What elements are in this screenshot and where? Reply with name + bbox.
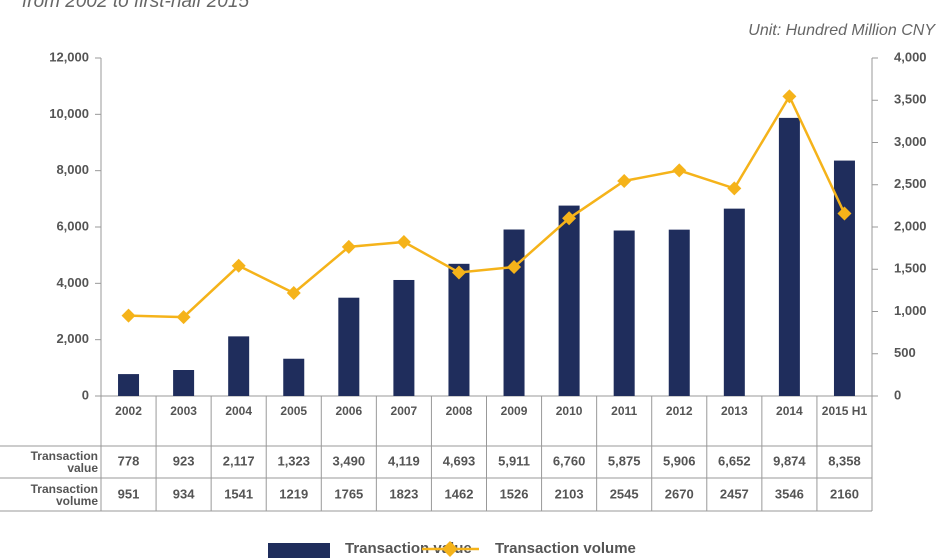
marker bbox=[672, 163, 687, 178]
x-tick-label: 2015 H1 bbox=[821, 404, 868, 418]
y-tick-label: 0 bbox=[82, 387, 89, 402]
y2-tick-label: 3,500 bbox=[894, 92, 927, 107]
marker bbox=[507, 260, 522, 275]
y-tick-label: 10,000 bbox=[49, 106, 89, 121]
bar bbox=[228, 336, 250, 396]
y-tick-label: 4,000 bbox=[56, 275, 89, 290]
marker bbox=[782, 89, 797, 104]
y2-tick-label: 0 bbox=[894, 387, 901, 402]
marker bbox=[286, 285, 301, 300]
table-value: 1526 bbox=[500, 486, 529, 501]
y2-tick-label: 4,000 bbox=[894, 49, 927, 64]
y2-tick-label: 500 bbox=[894, 345, 916, 360]
bar bbox=[613, 230, 635, 396]
legend-marker bbox=[442, 541, 458, 557]
bar bbox=[723, 208, 745, 396]
table-value: 1823 bbox=[389, 486, 418, 501]
table-value: 3,490 bbox=[333, 453, 366, 468]
bar bbox=[118, 374, 140, 396]
table-value: 5,875 bbox=[608, 453, 641, 468]
x-tick-label: 2003 bbox=[170, 404, 197, 418]
marker bbox=[727, 181, 742, 196]
x-tick-label: 2008 bbox=[445, 404, 473, 418]
bar bbox=[833, 160, 855, 396]
x-tick-label: 2007 bbox=[390, 404, 418, 418]
table-value: 3546 bbox=[775, 486, 804, 501]
x-tick-label: 2011 bbox=[611, 404, 638, 418]
x-tick-label: 2010 bbox=[555, 404, 583, 418]
table-value: 5,906 bbox=[663, 453, 696, 468]
x-tick-label: 2014 bbox=[776, 404, 803, 418]
table-value: 9,874 bbox=[773, 453, 806, 468]
y-tick-label: 8,000 bbox=[56, 162, 89, 177]
y2-tick-label: 3,000 bbox=[894, 134, 927, 149]
x-tick-label: 2013 bbox=[720, 404, 748, 418]
marker bbox=[837, 206, 852, 221]
bar bbox=[668, 229, 690, 396]
table-value: 1,323 bbox=[277, 453, 310, 468]
x-tick-label: 2009 bbox=[500, 404, 528, 418]
table-value: 2545 bbox=[610, 486, 639, 501]
bar bbox=[558, 205, 580, 396]
table-value: 1765 bbox=[334, 486, 363, 501]
bar bbox=[283, 358, 305, 396]
subtitle: from 2002 to first-half 2015 bbox=[22, 0, 249, 12]
table-value: 1219 bbox=[279, 486, 308, 501]
table-value: 951 bbox=[118, 486, 140, 501]
table-value: 778 bbox=[118, 453, 140, 468]
y-tick-label: 2,000 bbox=[56, 331, 89, 346]
table-value: 2160 bbox=[830, 486, 859, 501]
bar bbox=[338, 297, 360, 396]
table-value: 6,652 bbox=[718, 453, 751, 468]
row-header: Transaction value bbox=[30, 449, 98, 475]
x-tick-label: 2002 bbox=[115, 404, 142, 418]
y-tick-label: 6,000 bbox=[56, 218, 89, 233]
legend-label: Transaction volume bbox=[495, 540, 636, 557]
table-value: 1541 bbox=[224, 486, 253, 501]
table-value: 4,693 bbox=[443, 453, 476, 468]
legend-label: Transaction value bbox=[345, 540, 472, 557]
bar bbox=[503, 229, 525, 396]
y2-tick-label: 2,500 bbox=[894, 176, 927, 191]
row-header: Transaction volume bbox=[30, 482, 98, 508]
bar bbox=[778, 117, 800, 397]
table-value: 2103 bbox=[555, 486, 584, 501]
x-tick-label: 2004 bbox=[225, 404, 253, 418]
table-value: 1462 bbox=[445, 486, 474, 501]
legend-swatch bbox=[268, 543, 330, 558]
unit-label: Unit: Hundred Million CNY bbox=[748, 22, 936, 39]
table-value: 5,911 bbox=[498, 453, 530, 468]
x-tick-label: 2005 bbox=[280, 404, 308, 418]
marker bbox=[121, 308, 136, 323]
table-value: 6,760 bbox=[553, 453, 586, 468]
marker bbox=[617, 173, 632, 188]
table-value: 923 bbox=[173, 453, 195, 468]
marker bbox=[562, 211, 577, 226]
table-value: 2670 bbox=[665, 486, 694, 501]
table-value: 4,119 bbox=[388, 453, 420, 468]
marker bbox=[396, 234, 411, 249]
x-tick-label: 2012 bbox=[665, 404, 693, 418]
line bbox=[128, 93, 846, 319]
table-value: 934 bbox=[173, 486, 195, 501]
marker bbox=[176, 310, 191, 325]
marker bbox=[451, 265, 466, 280]
y2-tick-label: 2,000 bbox=[894, 218, 927, 233]
table-value: 2,117 bbox=[223, 453, 255, 468]
table-value: 8,358 bbox=[828, 453, 861, 468]
y2-tick-label: 1,500 bbox=[894, 261, 927, 276]
marker bbox=[231, 258, 246, 273]
bar bbox=[448, 263, 470, 396]
y2-tick-label: 1,000 bbox=[894, 303, 927, 318]
x-tick-label: 2006 bbox=[335, 404, 363, 418]
bar bbox=[173, 370, 195, 396]
marker bbox=[341, 239, 356, 254]
y-tick-label: 12,000 bbox=[49, 49, 89, 64]
bar bbox=[393, 279, 415, 396]
table-value: 2457 bbox=[720, 486, 749, 501]
